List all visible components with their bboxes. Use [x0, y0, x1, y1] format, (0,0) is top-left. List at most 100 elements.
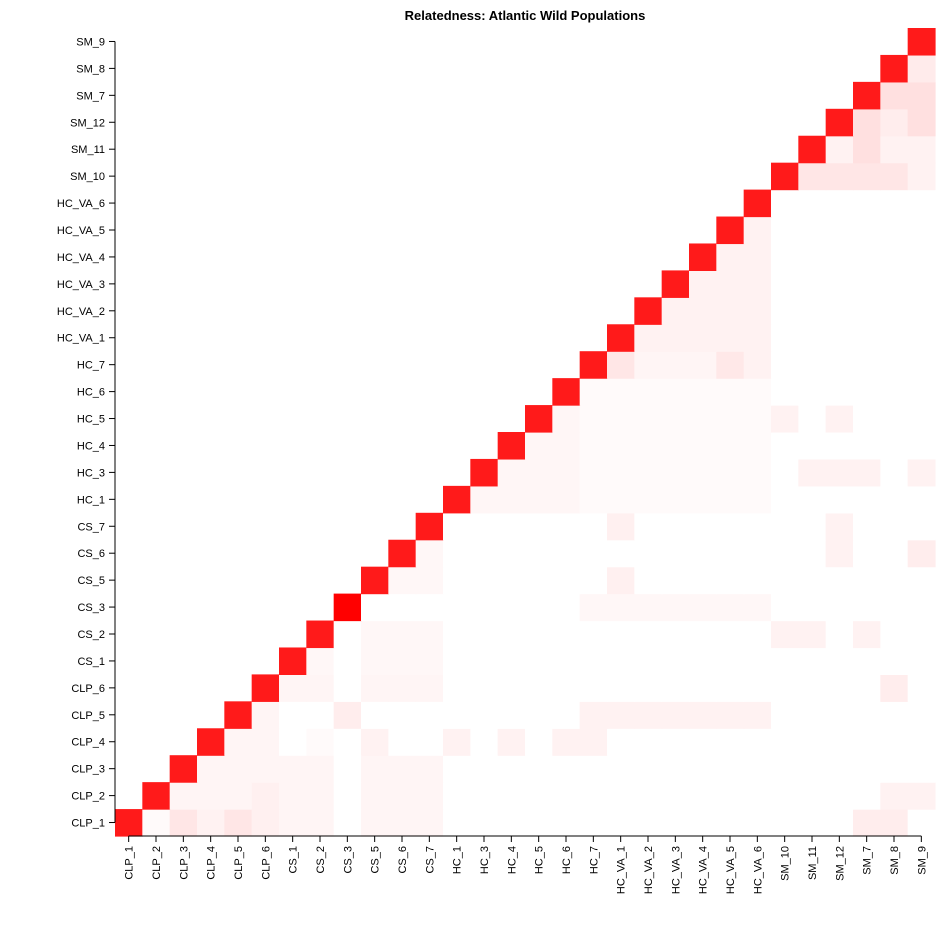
heatmap-cell: [634, 782, 663, 810]
heatmap-cell: [798, 620, 827, 649]
heatmap-cell: [634, 701, 663, 729]
heatmap-cell: [907, 593, 936, 622]
heatmap-cell: [880, 539, 909, 568]
heatmap-cell: [716, 378, 745, 406]
heatmap-cell: [415, 674, 444, 702]
heatmap-cell: [661, 809, 690, 837]
heatmap-cell: [607, 728, 635, 756]
heatmap-cell: [771, 647, 799, 675]
heatmap-cell: [634, 324, 663, 352]
y-tick-label: CS_1: [77, 656, 105, 668]
heatmap-cell: [497, 674, 526, 702]
heatmap-cell: [634, 485, 663, 514]
heatmap-cell: [853, 378, 881, 406]
heatmap-cell: [443, 701, 471, 729]
heatmap-cell: [388, 728, 417, 756]
y-tick-label: HC_VA_1: [57, 333, 105, 345]
heatmap-cell: [798, 674, 827, 702]
heatmap-cell: [716, 539, 745, 568]
heatmap-cell: [388, 647, 417, 675]
heatmap-cell: [689, 674, 717, 702]
heatmap-cell: [361, 809, 389, 837]
heatmap-cell: [853, 701, 881, 729]
heatmap-cell: [470, 566, 499, 595]
heatmap-cell: [689, 728, 717, 756]
heatmap-cell: [661, 512, 690, 541]
heatmap-cell: [689, 620, 717, 649]
heatmap-cell: [497, 512, 526, 541]
heatmap-cell: [880, 566, 909, 595]
heatmap-cell: [443, 593, 471, 622]
heatmap-cell: [907, 54, 936, 83]
x-tick-label: HC_VA_1: [616, 846, 628, 894]
heatmap-cell: [579, 458, 608, 487]
heatmap-cell: [661, 405, 690, 433]
heatmap-diagonal-cell: [689, 243, 717, 271]
heatmap-cell: [771, 432, 799, 460]
heatmap-cell: [333, 701, 362, 729]
heatmap-cell: [907, 512, 936, 541]
heatmap-cell: [689, 297, 717, 325]
heatmap-cell: [853, 108, 881, 137]
heatmap-cell: [907, 162, 936, 191]
heatmap-cell: [607, 647, 635, 675]
heatmap-cell: [470, 728, 499, 756]
heatmap-cell: [716, 674, 745, 702]
heatmap-cell: [853, 297, 881, 325]
heatmap-diagonal-cell: [333, 593, 362, 622]
heatmap-cell: [716, 485, 745, 514]
x-tick-label: CS_3: [342, 846, 354, 874]
heatmap-cell: [716, 593, 745, 622]
heatmap-cell: [142, 809, 171, 837]
heatmap-cell: [661, 539, 690, 568]
heatmap-cell: [224, 755, 253, 783]
heatmap-cell: [825, 674, 854, 702]
heatmap-cell: [525, 755, 553, 783]
heatmap-cell: [497, 755, 526, 783]
heatmap-cell: [279, 809, 307, 837]
heatmap-cell: [607, 701, 635, 729]
heatmap-cell: [880, 512, 909, 541]
heatmap-cell: [525, 809, 553, 837]
heatmap-cell: [907, 270, 936, 298]
heatmap-cell: [415, 566, 444, 595]
heatmap-cell: [907, 324, 936, 352]
heatmap-cell: [907, 297, 936, 325]
heatmap-cell: [251, 782, 280, 810]
heatmap-cell: [361, 701, 389, 729]
heatmap-cell: [853, 432, 881, 460]
heatmap-cell: [169, 809, 198, 837]
heatmap-cell: [689, 485, 717, 514]
heatmap-cell: [634, 351, 663, 379]
heatmap-cell: [661, 378, 690, 406]
x-tick-label: SM_10: [780, 846, 792, 881]
heatmap-cell: [825, 270, 854, 298]
heatmap-cell: [689, 809, 717, 837]
heatmap-cell: [880, 620, 909, 649]
heatmap-cell: [825, 297, 854, 325]
heatmap-cell: [497, 593, 526, 622]
heatmap-cell: [607, 620, 635, 649]
heatmap-cell: [169, 782, 198, 810]
heatmap-cell: [525, 728, 553, 756]
heatmap-cell: [798, 566, 827, 595]
heatmap-cell: [415, 593, 444, 622]
heatmap-diagonal-cell: [716, 216, 745, 245]
heatmap-cell: [825, 351, 854, 379]
heatmap-cell: [661, 485, 690, 514]
heatmap-cell: [716, 809, 745, 837]
heatmap-cell: [771, 216, 799, 245]
heatmap-cell: [443, 539, 471, 568]
heatmap-cell: [579, 782, 608, 810]
heatmap-cell: [907, 620, 936, 649]
heatmap-cell: [798, 701, 827, 729]
heatmap-cell: [579, 485, 608, 514]
heatmap-cell: [415, 647, 444, 675]
heatmap-cell: [661, 782, 690, 810]
heatmap-cell: [470, 539, 499, 568]
heatmap-diagonal-cell: [361, 566, 389, 595]
x-tick-label: SM_7: [862, 846, 874, 875]
heatmap-cell: [771, 620, 799, 649]
heatmap-cell: [552, 405, 581, 433]
